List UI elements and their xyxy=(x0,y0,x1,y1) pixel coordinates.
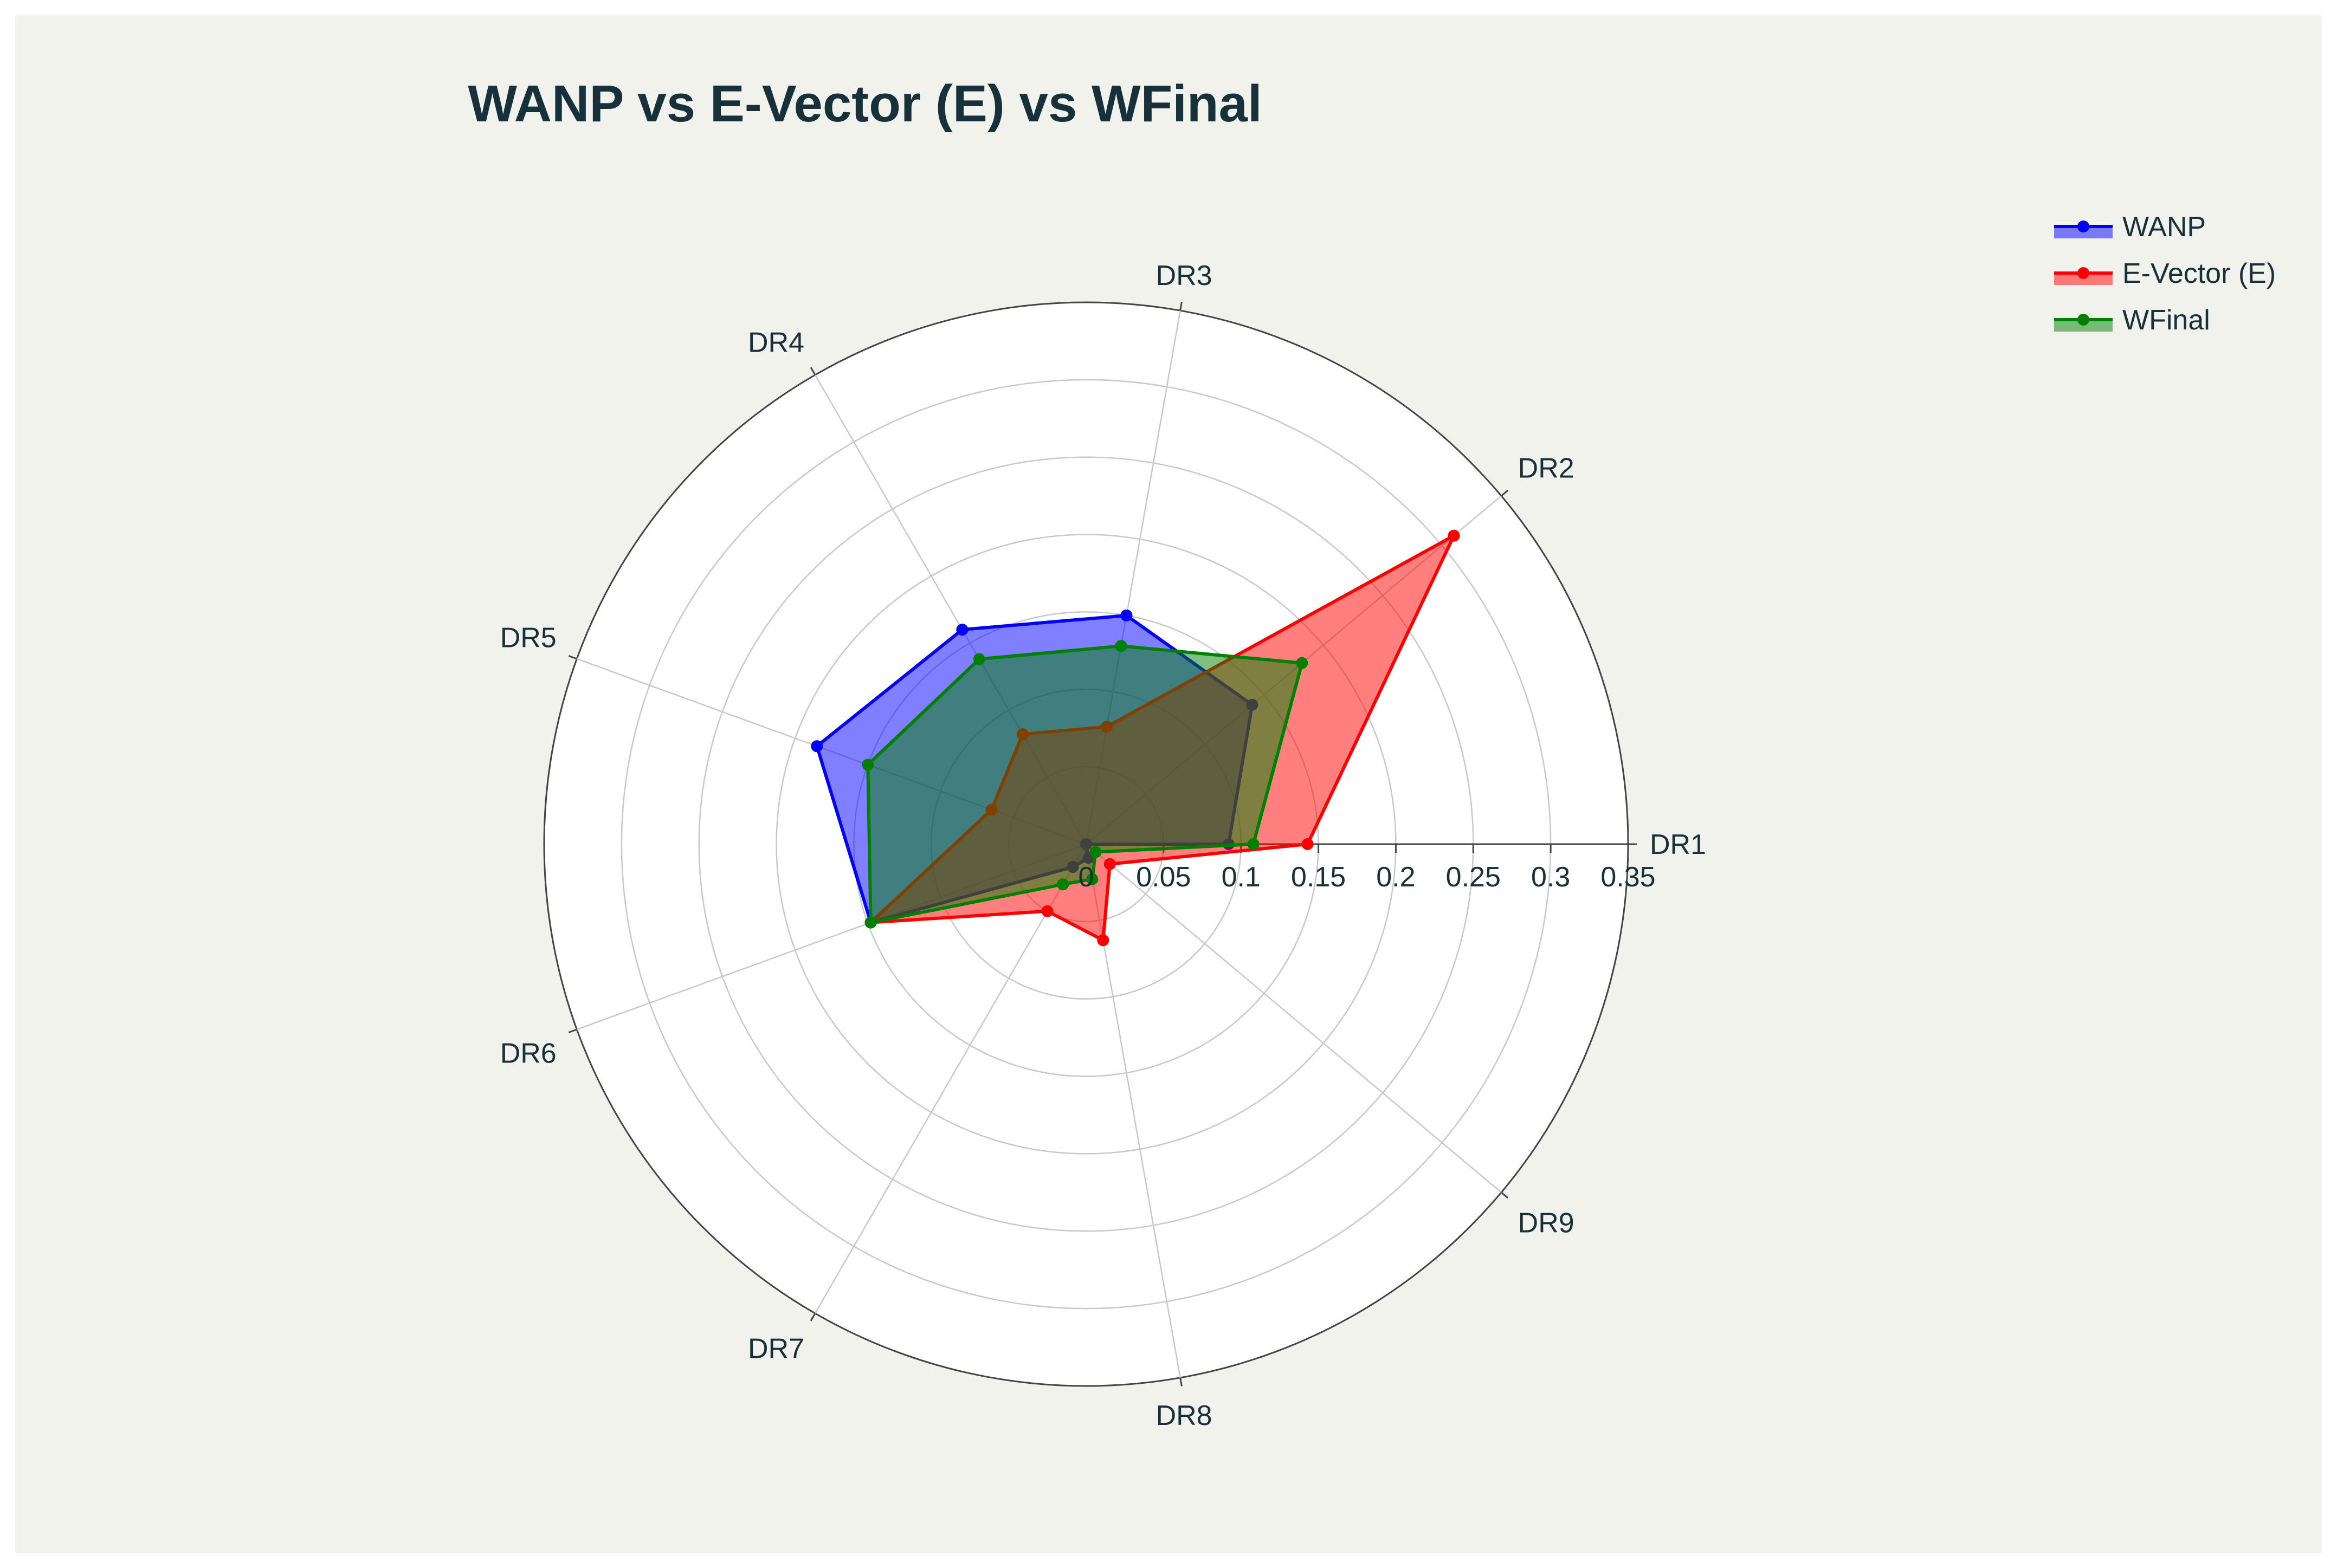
angular-tick xyxy=(810,367,816,375)
angular-tick xyxy=(1179,302,1183,311)
data-point-wfinal-dr5 xyxy=(862,759,874,771)
legend-label: WFinal xyxy=(2122,304,2210,336)
legend-marker xyxy=(2077,221,2089,232)
axis-label-dr6: DR6 xyxy=(500,1038,557,1070)
data-point-wanp-dr5 xyxy=(811,740,823,753)
data-point-wfinal-dr6 xyxy=(864,916,877,929)
axis-label-dr5: DR5 xyxy=(500,622,557,653)
series-area-wfinal xyxy=(866,644,1304,924)
data-point-e-vector-e-dr8 xyxy=(1097,934,1109,947)
series-wfinal xyxy=(862,640,1308,929)
tick-label: 0.05 xyxy=(1136,861,1191,893)
angular-tick xyxy=(1179,1377,1183,1386)
angular-tick xyxy=(810,1313,816,1321)
data-point-wfinal-dr4 xyxy=(973,653,985,665)
axis-label-dr2: DR2 xyxy=(1518,453,1574,484)
data-point-wfinal-dr1 xyxy=(1247,838,1260,850)
axis-label-dr3: DR3 xyxy=(1156,260,1212,291)
angular-tick xyxy=(568,655,577,660)
chart-frame: WANP vs E-Vector (E) vs WFinal DR1 DR2 DR3… xyxy=(15,15,2322,1553)
radar-chart: WANP vs E-Vector (E) vs WFinal DR1 DR2 DR3… xyxy=(468,75,2276,1431)
legend-label: E-Vector (E) xyxy=(2122,258,2276,289)
data-point-e-vector-e-dr1 xyxy=(1301,838,1314,850)
angular-tick xyxy=(1501,1191,1509,1199)
tick-label: 0.1 xyxy=(1222,861,1261,893)
data-point-e-vector-e-dr7 xyxy=(1041,905,1054,917)
legend-item-e-vector-e: E-Vector (E) xyxy=(2054,258,2276,289)
tick-label: 0.15 xyxy=(1291,861,1346,893)
data-point-e-vector-e-dr2 xyxy=(1448,529,1460,542)
series-layer xyxy=(811,529,1460,947)
legend-label: WANP xyxy=(2122,211,2206,243)
legend: WANP E-Vector (E) WFinal xyxy=(2054,211,2276,336)
data-point-e-vector-e-dr9 xyxy=(1103,858,1116,870)
tick-label: 0.3 xyxy=(1531,861,1570,893)
data-point-wfinal-dr3 xyxy=(1115,640,1127,652)
axis-label-dr8: DR8 xyxy=(1156,1400,1212,1431)
legend-marker xyxy=(2077,314,2089,326)
spoke-dr7 xyxy=(814,844,1087,1314)
spoke-dr9 xyxy=(1086,844,1502,1193)
data-point-wfinal-dr8 xyxy=(1086,873,1099,885)
data-point-wfinal-dr2 xyxy=(1296,657,1308,669)
angular-tick xyxy=(568,1028,577,1033)
axis-label-dr1: DR1 xyxy=(1650,829,1706,860)
tick-label: 0 xyxy=(1079,861,1094,893)
tick-label: 0.25 xyxy=(1446,861,1501,893)
data-point-wfinal-dr9 xyxy=(1089,846,1102,858)
legend-marker xyxy=(2077,267,2089,279)
data-point-wanp-dr3 xyxy=(1120,609,1133,621)
legend-item-wfinal: WFinal xyxy=(2054,304,2210,336)
data-point-wanp-dr4 xyxy=(956,624,969,636)
axis-label-dr4: DR4 xyxy=(748,327,804,358)
radial-tick-labels: 0 0.05 0.1 0.15 0.2 0.25 0.3 0.35 xyxy=(1079,861,1656,893)
angular-tick xyxy=(1501,489,1509,497)
tick-label: 0.2 xyxy=(1376,861,1415,893)
axis-label-dr9: DR9 xyxy=(1518,1207,1574,1239)
data-point-wfinal-dr7 xyxy=(1057,878,1069,891)
tick-label: 0.35 xyxy=(1600,861,1655,893)
chart-title: WANP vs E-Vector (E) vs WFinal xyxy=(468,75,1262,133)
axis-labels: DR1 DR2 DR3 DR4 DR5 DR6 DR7 DR8 DR9 xyxy=(500,260,1706,1431)
axis-label-dr7: DR7 xyxy=(748,1333,804,1365)
legend-item-wanp: WANP xyxy=(2054,211,2206,243)
